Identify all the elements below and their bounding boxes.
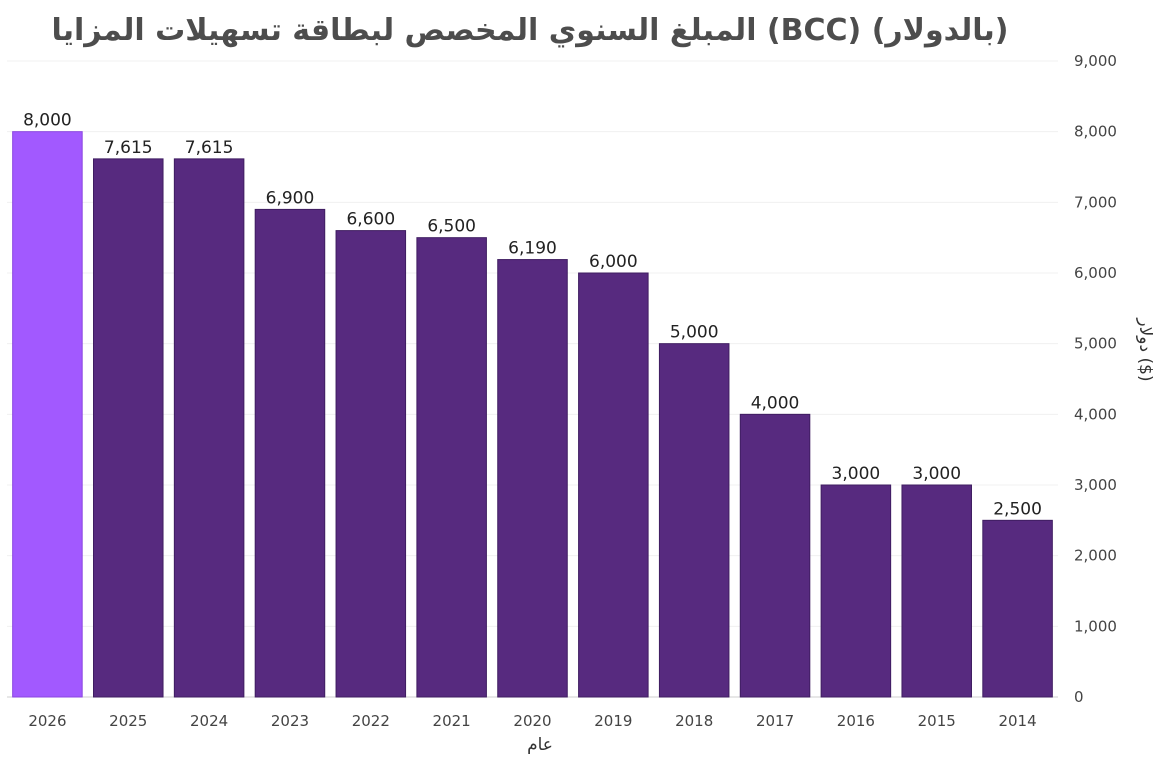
bar-value-label: 5,000	[670, 323, 719, 343]
y-axis-title: دولار ($)	[1135, 317, 1155, 381]
bar-2025	[93, 158, 164, 698]
y-tick-label: 7,000	[1074, 193, 1117, 211]
bar-value-label: 6,600	[346, 210, 395, 230]
bar-value-label: 6,900	[266, 188, 315, 208]
x-tick-label: 2020	[513, 712, 551, 730]
x-tick-label: 2021	[433, 712, 471, 730]
y-tick-label: 0	[1074, 688, 1084, 706]
x-tick-label: 2016	[837, 712, 875, 730]
x-tick-label: 2022	[352, 712, 390, 730]
bar-value-label: 8,000	[23, 111, 72, 131]
y-tick-label: 5,000	[1074, 335, 1117, 353]
bar-2019	[578, 272, 649, 698]
bar-2014	[982, 519, 1053, 698]
bar-value-label: 2,500	[993, 499, 1042, 519]
bar-2026	[12, 131, 83, 698]
y-tick-label: 9,000	[1074, 52, 1117, 70]
y-tick-label: 4,000	[1074, 405, 1117, 423]
bar-value-labels: 8,000 7,615 7,615 6,900 6,600 6,500 6,190 6,000…	[23, 111, 1042, 520]
y-tick-label: 2,000	[1074, 547, 1117, 565]
bar-2021	[416, 237, 487, 698]
x-tick-label: 2025	[109, 712, 147, 730]
x-tick-label: 2018	[675, 712, 713, 730]
x-axis-ticks: 2026 2025 2024 2023 2022 2021 2020 2019 2018 2017…	[28, 712, 1036, 730]
bar-value-label: 3,000	[832, 464, 881, 484]
bar-2020	[497, 259, 568, 698]
x-tick-label: 2026	[28, 712, 66, 730]
bar-2015	[901, 484, 972, 698]
x-tick-label: 2019	[594, 712, 632, 730]
y-tick-label: 1,000	[1074, 617, 1117, 635]
bar-value-label: 6,500	[427, 217, 476, 237]
x-tick-label: 2023	[271, 712, 309, 730]
x-axis-title: عام	[527, 735, 553, 755]
bar-value-label: 6,000	[589, 252, 638, 272]
bar-value-label: 6,190	[508, 239, 557, 259]
y-tick-label: 8,000	[1074, 123, 1117, 141]
y-tick-label: 3,000	[1074, 476, 1117, 494]
bars	[12, 131, 1053, 698]
bar-2022	[335, 230, 407, 698]
x-tick-label: 2014	[998, 712, 1036, 730]
y-tick-label: 6,000	[1074, 264, 1117, 282]
bar-value-label: 3,000	[912, 464, 961, 484]
bar-value-label: 7,615	[104, 138, 153, 158]
chart-title: المبلغ السنوي المخصص لبطاقة تسهيلات المز…	[51, 13, 1008, 48]
bar-2024	[173, 158, 245, 698]
bar-value-label: 4,000	[751, 393, 800, 413]
bar-2016	[820, 484, 892, 698]
bar-2017	[739, 413, 811, 698]
x-tick-label: 2015	[918, 712, 956, 730]
x-tick-label: 2017	[756, 712, 794, 730]
bar-2018	[658, 343, 730, 698]
bar-value-label: 7,615	[185, 138, 234, 158]
bar-2023	[254, 208, 326, 698]
y-axis-ticks: 0 1,000 2,000 3,000 4,000 5,000 6,000 7,000 8,00…	[1074, 52, 1117, 706]
x-tick-label: 2024	[190, 712, 228, 730]
